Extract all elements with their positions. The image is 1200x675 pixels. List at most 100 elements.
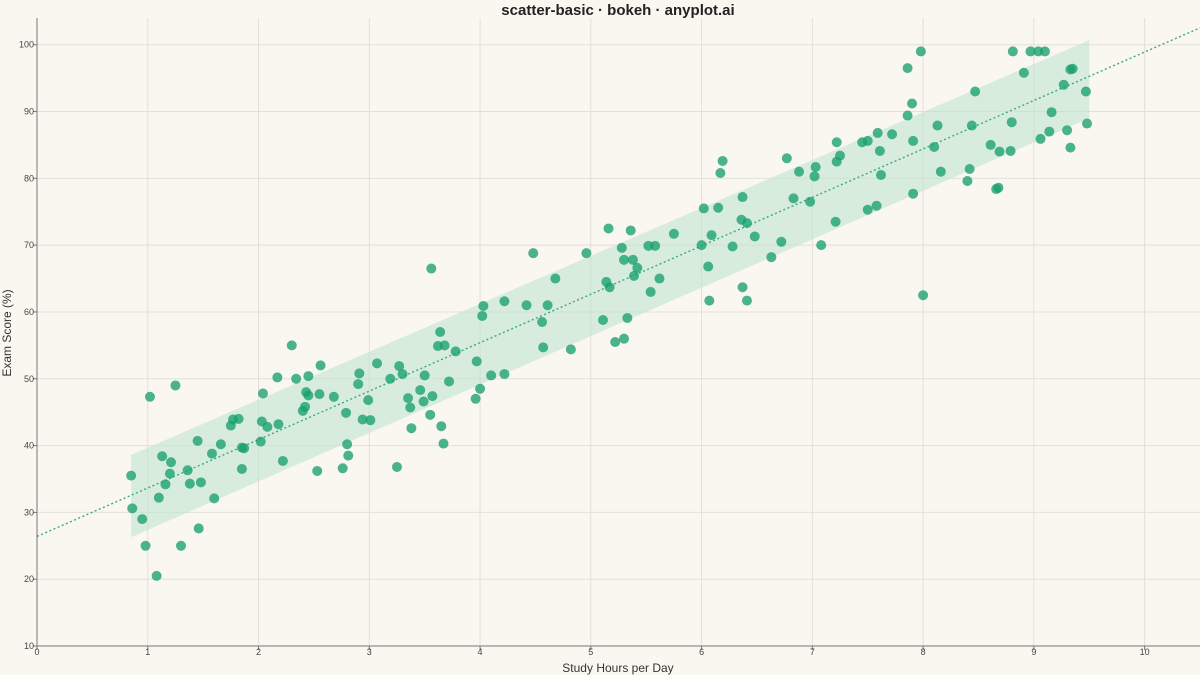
data-point	[435, 327, 446, 337]
data-point	[438, 438, 449, 449]
data-point	[874, 145, 885, 156]
data-point	[581, 248, 592, 259]
data-point	[788, 193, 799, 204]
x-tick-label: 9	[1031, 647, 1036, 657]
y-tick-label: 30	[24, 507, 34, 517]
data-point	[1044, 126, 1055, 137]
data-point	[962, 176, 973, 187]
data-point	[876, 170, 887, 180]
y-tick-label: 80	[24, 173, 34, 183]
data-point	[151, 570, 162, 581]
data-point	[192, 435, 203, 446]
data-point	[542, 300, 553, 311]
data-point	[964, 163, 975, 174]
data-point	[272, 372, 283, 383]
data-point	[698, 203, 709, 214]
data-point	[625, 225, 636, 236]
data-point	[985, 139, 996, 150]
data-point	[627, 254, 638, 265]
data-point	[385, 373, 396, 384]
data-point	[207, 448, 218, 459]
data-point	[619, 254, 630, 265]
data-point	[160, 479, 171, 490]
data-point	[477, 310, 488, 321]
data-point	[342, 439, 353, 450]
data-point	[538, 342, 549, 353]
data-point	[1080, 86, 1091, 97]
data-point	[471, 356, 482, 367]
data-point	[405, 402, 416, 413]
data-point	[902, 110, 913, 121]
data-point	[935, 166, 946, 177]
data-point	[499, 369, 510, 380]
data-point	[170, 380, 181, 391]
data-point	[126, 470, 137, 481]
data-point	[277, 455, 288, 466]
data-point	[144, 391, 155, 402]
data-point	[314, 389, 325, 400]
data-point	[236, 463, 247, 474]
data-point	[604, 282, 615, 293]
data-point	[391, 461, 402, 472]
data-point	[830, 216, 841, 227]
data-point	[341, 407, 352, 418]
data-point	[810, 161, 821, 172]
data-point	[703, 261, 714, 272]
data-point	[521, 300, 532, 311]
data-point	[616, 242, 627, 253]
data-point	[862, 135, 873, 146]
data-point	[871, 200, 882, 211]
data-point	[215, 439, 226, 450]
data-point	[970, 86, 981, 97]
data-point	[175, 540, 186, 551]
data-point	[696, 240, 707, 251]
data-point	[887, 129, 898, 140]
data-point	[629, 270, 640, 281]
data-point	[255, 436, 266, 447]
data-point	[1082, 118, 1093, 129]
data-point	[994, 146, 1005, 157]
data-point	[415, 385, 426, 396]
data-point	[831, 137, 842, 148]
data-point	[499, 296, 510, 307]
data-point	[907, 98, 918, 109]
x-axis-label: Study Hours per Day	[562, 661, 673, 675]
data-point	[436, 421, 447, 432]
data-point	[929, 141, 940, 152]
data-point	[353, 379, 364, 390]
data-point	[470, 393, 481, 404]
data-point	[419, 370, 430, 381]
data-point	[328, 391, 339, 402]
data-point	[475, 383, 486, 394]
data-point	[1046, 107, 1057, 118]
x-tick-label: 8	[921, 647, 926, 657]
x-tick-label: 4	[478, 647, 483, 657]
y-tick-label: 40	[24, 441, 34, 451]
data-point	[632, 262, 643, 273]
y-tick-label: 10	[24, 641, 34, 651]
data-point	[209, 493, 220, 504]
data-point	[966, 120, 977, 131]
data-point	[397, 369, 408, 380]
x-tick-label: 1	[145, 647, 150, 657]
x-tick-label: 2	[256, 647, 261, 657]
data-point	[654, 273, 665, 284]
data-point	[668, 228, 679, 239]
data-point	[403, 393, 414, 404]
data-point	[805, 196, 816, 207]
data-point	[816, 240, 827, 251]
data-point	[619, 333, 630, 344]
y-tick-label: 50	[24, 374, 34, 384]
data-point	[140, 540, 151, 551]
data-point	[291, 373, 302, 384]
data-point	[239, 443, 250, 454]
data-point	[450, 346, 461, 357]
data-point	[1035, 133, 1046, 144]
data-point	[650, 240, 661, 251]
data-point	[182, 465, 193, 476]
data-point	[610, 337, 621, 348]
data-point	[357, 414, 368, 425]
data-point	[193, 523, 204, 534]
data-point	[565, 344, 576, 355]
